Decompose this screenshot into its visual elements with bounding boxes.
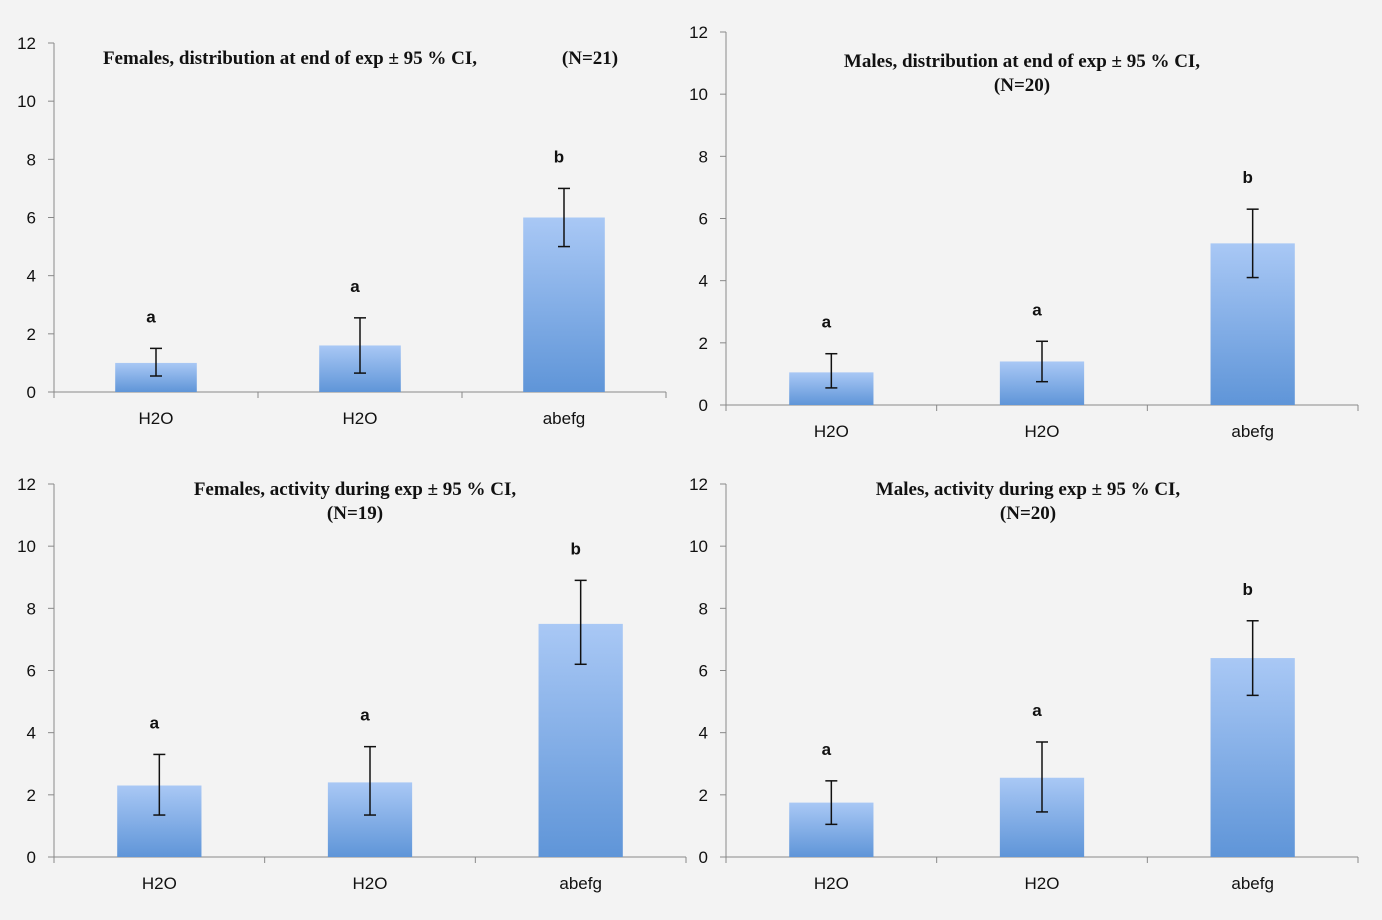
panel-3-y-tick-label: 8 — [27, 599, 36, 618]
panel-2-title-line-1: Males, distribution at end of exp ± 95 %… — [844, 51, 1200, 72]
panel-1-title-line-2: (N=21) — [562, 48, 618, 69]
panel-3-y-tick-label: 6 — [27, 662, 36, 681]
panel-2-y-tick-label: 2 — [699, 334, 708, 353]
panel-3-category-label: H2O — [353, 874, 388, 893]
panel-1-y-tick-label: 10 — [17, 92, 36, 111]
panel-2-y-tick-label: 6 — [699, 210, 708, 229]
panel-1-category-label: H2O — [343, 409, 378, 428]
panel-1-y-tick-label: 0 — [27, 383, 36, 402]
panel-4-y-tick-label: 0 — [699, 848, 708, 867]
panel-2-y-tick-label: 4 — [699, 272, 708, 291]
panel-2-significance-label: b — [1242, 168, 1252, 187]
panel-4-title-line-2: (N=20) — [1000, 503, 1056, 524]
panel-3-significance-label: a — [150, 713, 160, 732]
panel-3-y-tick-label: 4 — [27, 724, 36, 743]
panel-1-title-line-1: Females, distribution at end of exp ± 95… — [103, 48, 477, 69]
panel-3-significance-label: a — [360, 706, 370, 725]
panel-4-y-tick-label: 6 — [699, 662, 708, 681]
panel-3-significance-label: b — [570, 539, 580, 558]
panel-3-title-line-2: (N=19) — [327, 503, 383, 524]
panel-1-y-tick-label: 2 — [27, 325, 36, 344]
panel-1-significance-label: b — [554, 147, 564, 166]
panel-2-category-label: H2O — [1025, 422, 1060, 441]
panel-4-title-line-1: Males, activity during exp ± 95 % CI, — [876, 479, 1181, 500]
panel-4-significance-label: a — [1032, 701, 1042, 720]
panel-4-significance-label: a — [822, 740, 832, 759]
panel-2-category-label: H2O — [814, 422, 849, 441]
panel-3-category-label: H2O — [142, 874, 177, 893]
panel-2-y-tick-label: 0 — [699, 396, 708, 415]
panel-2-y-tick-label: 8 — [699, 147, 708, 166]
panel-1-y-tick-label: 6 — [27, 209, 36, 228]
panel-2-title-line-2: (N=20) — [994, 75, 1050, 96]
panel-1-y-tick-label: 4 — [27, 267, 36, 286]
panel-3-y-tick-label: 2 — [27, 786, 36, 805]
panel-2-y-tick-label: 10 — [689, 85, 708, 104]
panel-2-significance-label: a — [822, 313, 832, 332]
panel-3-y-tick-label: 10 — [17, 537, 36, 556]
panel-3-y-tick-label: 12 — [17, 475, 36, 494]
panel-4-y-tick-label: 2 — [699, 786, 708, 805]
panel-1-significance-label: a — [146, 307, 156, 326]
panel-3-category-label: abefg — [559, 874, 602, 893]
panel-4-category-label: H2O — [1025, 874, 1060, 893]
panel-4-y-tick-label: 10 — [689, 537, 708, 556]
panel-4-y-tick-label: 4 — [699, 724, 708, 743]
panel-1-significance-label: a — [350, 277, 360, 296]
panel-3-y-tick-label: 0 — [27, 848, 36, 867]
panel-2-y-tick-label: 12 — [689, 23, 708, 42]
panel-4-y-tick-label: 8 — [699, 599, 708, 618]
panel-4-significance-label: b — [1242, 580, 1252, 599]
panel-4-y-tick-label: 12 — [689, 475, 708, 494]
panel-3-title-line-1: Females, activity during exp ± 95 % CI, — [194, 479, 517, 500]
panel-1-category-label: abefg — [543, 409, 586, 428]
panel-1-category-label: H2O — [139, 409, 174, 428]
panel-1-y-tick-label: 12 — [17, 34, 36, 53]
panel-1-y-tick-label: 8 — [27, 150, 36, 169]
panel-2-significance-label: a — [1032, 300, 1042, 319]
panel-2-category-label: abefg — [1231, 422, 1274, 441]
panel-4-category-label: H2O — [814, 874, 849, 893]
panel-4-category-label: abefg — [1231, 874, 1274, 893]
